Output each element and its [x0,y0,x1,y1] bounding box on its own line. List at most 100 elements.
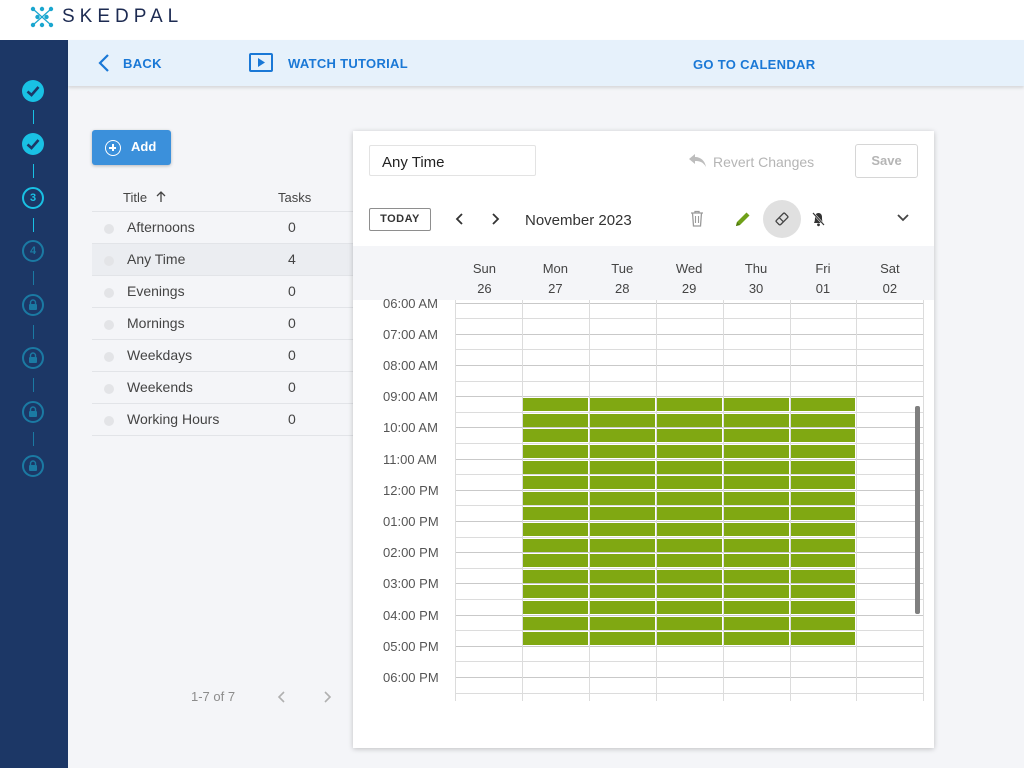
availability-block[interactable] [523,413,588,427]
availability-block[interactable] [523,554,588,568]
availability-block[interactable] [724,585,789,599]
availability-block[interactable] [657,522,722,536]
availability-block[interactable] [523,507,588,521]
availability-block[interactable] [523,616,588,630]
availability-block[interactable] [657,616,722,630]
availability-block[interactable] [657,429,722,443]
availability-block[interactable] [791,429,855,443]
availability-block[interactable] [791,491,855,505]
availability-block[interactable] [724,491,789,505]
availability-block[interactable] [590,632,655,646]
availability-block[interactable] [657,600,722,614]
availability-block[interactable] [791,413,855,427]
availability-block[interactable] [724,600,789,614]
list-item[interactable]: Afternoons 0 [92,212,354,244]
availability-block[interactable] [791,444,855,458]
logo[interactable]: SKEDPAL [30,6,183,28]
availability-block[interactable] [590,429,655,443]
step-3-current[interactable]: 3 [22,187,44,209]
prev-page-icon[interactable] [275,690,289,704]
availability-block[interactable] [791,507,855,521]
availability-block[interactable] [791,398,855,412]
availability-block[interactable] [590,600,655,614]
availability-block[interactable] [724,632,789,646]
name-input[interactable]: Any Time [369,145,536,176]
list-item[interactable]: Working Hours 0 [92,404,354,436]
availability-block[interactable] [724,507,789,521]
availability-block[interactable] [523,632,588,646]
availability-block[interactable] [590,491,655,505]
availability-block[interactable] [657,507,722,521]
prev-week-icon[interactable] [454,212,466,226]
availability-block[interactable] [590,460,655,474]
availability-block[interactable] [791,616,855,630]
list-item[interactable]: Weekdays 0 [92,340,354,372]
availability-block[interactable] [724,538,789,552]
availability-block[interactable] [724,429,789,443]
list-item-selected[interactable]: Any Time 4 [92,244,354,276]
column-header-title[interactable]: Title [123,190,166,205]
availability-block[interactable] [523,444,588,458]
availability-block[interactable] [590,616,655,630]
availability-block[interactable] [590,522,655,536]
availability-block[interactable] [590,476,655,490]
availability-block[interactable] [590,398,655,412]
bell-off-icon[interactable] [811,211,826,227]
availability-block[interactable] [791,476,855,490]
availability-block[interactable] [791,600,855,614]
availability-block[interactable] [657,476,722,490]
availability-block[interactable] [724,554,789,568]
add-button[interactable]: Add [92,130,171,165]
availability-block[interactable] [657,398,722,412]
scrollbar[interactable] [915,406,920,614]
availability-block[interactable] [523,429,588,443]
availability-block[interactable] [590,554,655,568]
availability-block[interactable] [724,460,789,474]
availability-block[interactable] [724,398,789,412]
availability-block[interactable] [523,522,588,536]
availability-block[interactable] [523,600,588,614]
availability-block[interactable] [657,538,722,552]
availability-block[interactable] [657,569,722,583]
step-1-done[interactable] [22,80,44,102]
availability-block[interactable] [657,413,722,427]
pencil-icon[interactable] [734,210,752,228]
next-week-icon[interactable] [489,212,501,226]
availability-block[interactable] [724,413,789,427]
list-item[interactable]: Weekends 0 [92,372,354,404]
availability-block[interactable] [791,569,855,583]
availability-block[interactable] [791,538,855,552]
availability-block[interactable] [523,585,588,599]
list-item[interactable]: Mornings 0 [92,308,354,340]
availability-block[interactable] [657,585,722,599]
eraser-tool-active[interactable] [763,200,801,238]
availability-block[interactable] [724,476,789,490]
availability-block[interactable] [523,491,588,505]
step-2-done[interactable] [22,133,44,155]
availability-block[interactable] [657,460,722,474]
availability-block[interactable] [724,522,789,536]
step-4[interactable]: 4 [22,240,44,262]
availability-block[interactable] [657,554,722,568]
availability-block[interactable] [590,444,655,458]
save-button[interactable]: Save [855,144,918,178]
availability-block[interactable] [791,460,855,474]
list-item[interactable]: Evenings 0 [92,276,354,308]
availability-block[interactable] [523,476,588,490]
go-to-calendar-link[interactable]: GO TO CALENDAR [693,57,816,72]
column-header-tasks[interactable]: Tasks [278,190,312,205]
availability-block[interactable] [657,491,722,505]
time-grid[interactable] [455,300,924,701]
availability-block[interactable] [657,632,722,646]
next-page-icon[interactable] [320,690,334,704]
availability-block[interactable] [523,538,588,552]
availability-block[interactable] [590,585,655,599]
trash-icon[interactable] [690,210,704,227]
availability-block[interactable] [724,616,789,630]
availability-block[interactable] [590,507,655,521]
availability-block[interactable] [724,569,789,583]
availability-block[interactable] [657,444,722,458]
availability-block[interactable] [590,569,655,583]
availability-block[interactable] [590,413,655,427]
availability-block[interactable] [523,460,588,474]
